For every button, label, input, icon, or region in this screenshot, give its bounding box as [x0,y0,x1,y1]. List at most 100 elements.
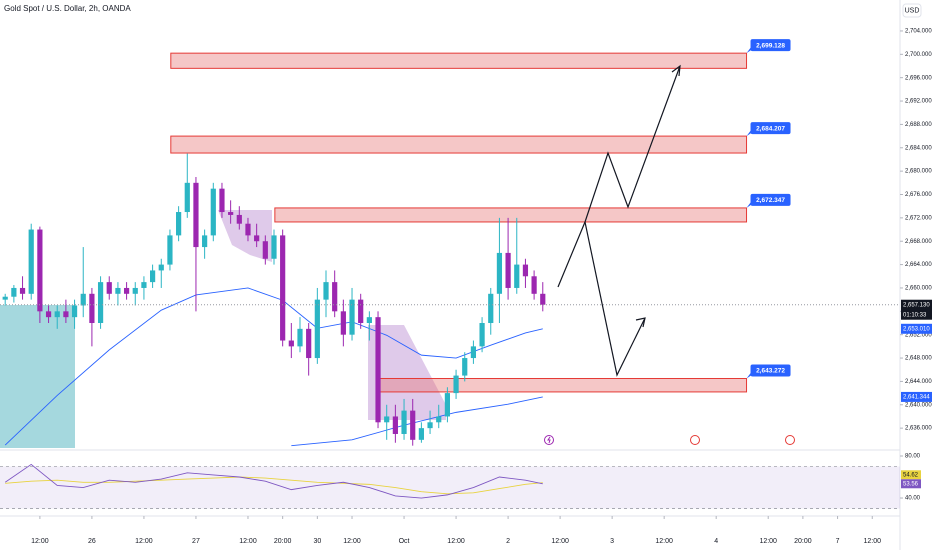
candle-body [245,223,251,236]
rsi-tick-label: 40.00 [905,496,921,502]
arrow-head [671,64,681,77]
candle-body [71,305,78,318]
x-tick-label: 3 [610,538,614,545]
candle-body [80,293,86,306]
candle-body [462,358,468,376]
projection-arrow [584,221,646,377]
candle-body [176,212,182,236]
zone [170,52,748,69]
y-tick-label: 2,640.000 [905,402,932,408]
x-tick-label: 12:00 [239,538,257,545]
arrow-head [635,317,646,328]
zone-tag [750,364,791,377]
candle-body [349,299,355,335]
countdown: 01:10:33 [903,312,927,318]
symbol-title: Gold Spot / U.S. Dollar, 2h, OANDA [4,4,131,13]
candle-body [418,428,424,440]
x-tick-label: 12:00 [447,538,465,545]
zone-label: 2,684.207 [756,125,785,132]
candle-body [314,299,320,359]
candle-body [453,375,459,394]
candle-body [219,188,225,213]
x-tick-label: 20:00 [274,538,292,545]
candle-body [505,252,511,288]
x-tick-label: 4 [714,538,718,545]
candle-body [540,293,546,305]
y-tick-label: 2,668.000 [905,239,932,245]
candle-body [123,287,130,294]
price-label: 2,657.130 [903,302,930,308]
candle-body [271,235,277,259]
candle-body [28,229,34,294]
y-tick-label: 2,664.000 [905,262,932,268]
x-tick-label: 12:00 [135,538,153,545]
y-tick-label: 2,680.000 [905,169,932,175]
projection-arrow [557,65,681,288]
candle-body [427,422,433,429]
candle-body [228,212,234,215]
candle-body [436,416,442,423]
candle-body [106,282,112,294]
candle-body [193,182,199,248]
zone-label: 2,643.272 [756,368,785,375]
candle-body [470,346,477,359]
candle-body [210,188,216,236]
x-tick-label: 20:00 [794,538,812,545]
x-tick-label: 12:00 [863,538,881,545]
zone [170,135,748,154]
candle-body [444,393,450,417]
candle-body [375,317,381,423]
price-label: 2,641.344 [903,395,930,401]
candle-body [97,282,104,324]
shaded-area [218,210,272,262]
price-label-box [901,299,932,320]
candle-body [63,311,69,318]
y-tick-label: 2,700.000 [905,52,932,58]
rsi-line [4,463,543,499]
x-tick-label: 26 [88,538,96,545]
x-tick-label: 12:00 [551,538,569,545]
event-icon-glyph [547,436,551,444]
candle-body [514,264,520,288]
candle-body [479,323,485,347]
candle-body [410,410,416,440]
candle-body [496,252,503,294]
candle-body [323,282,329,300]
candle-body [488,293,494,324]
y-tick-label: 2,696.000 [905,75,932,81]
y-tick-label: 2,636.000 [905,426,932,432]
candle-body [132,287,138,294]
candle-body [167,235,173,265]
zone-label: 2,699.128 [756,42,785,49]
x-tick-label: 27 [192,538,200,545]
candle-body [11,287,17,297]
candle-body [54,311,60,318]
candle-body [384,416,390,423]
currency-button[interactable] [902,3,922,18]
shaded-area [0,305,75,448]
currency-label: USD [905,7,920,14]
x-tick-label: 2 [506,538,510,545]
candle-body [141,282,147,288]
candle-body [358,299,364,324]
event-icon[interactable] [690,435,700,445]
event-icon[interactable] [785,435,795,445]
candle-body [392,416,398,434]
candle-body [150,270,156,283]
candle-body [202,235,208,248]
y-tick-label: 2,684.000 [905,145,932,151]
candle-body [89,293,95,324]
y-tick-label: 2,704.000 [905,29,932,35]
price-label-box [901,391,932,402]
zone-tag [750,122,791,135]
rsi-value-label: 53.56 [903,481,919,487]
y-tick-label: 2,692.000 [905,99,932,105]
candle-body [332,282,338,312]
candle-body [531,276,537,294]
rsi-ma-value-label: 54.62 [903,472,919,478]
y-tick-label: 2,652.000 [905,332,932,338]
shaded-area [368,325,446,420]
x-tick-label: 30 [313,538,321,545]
